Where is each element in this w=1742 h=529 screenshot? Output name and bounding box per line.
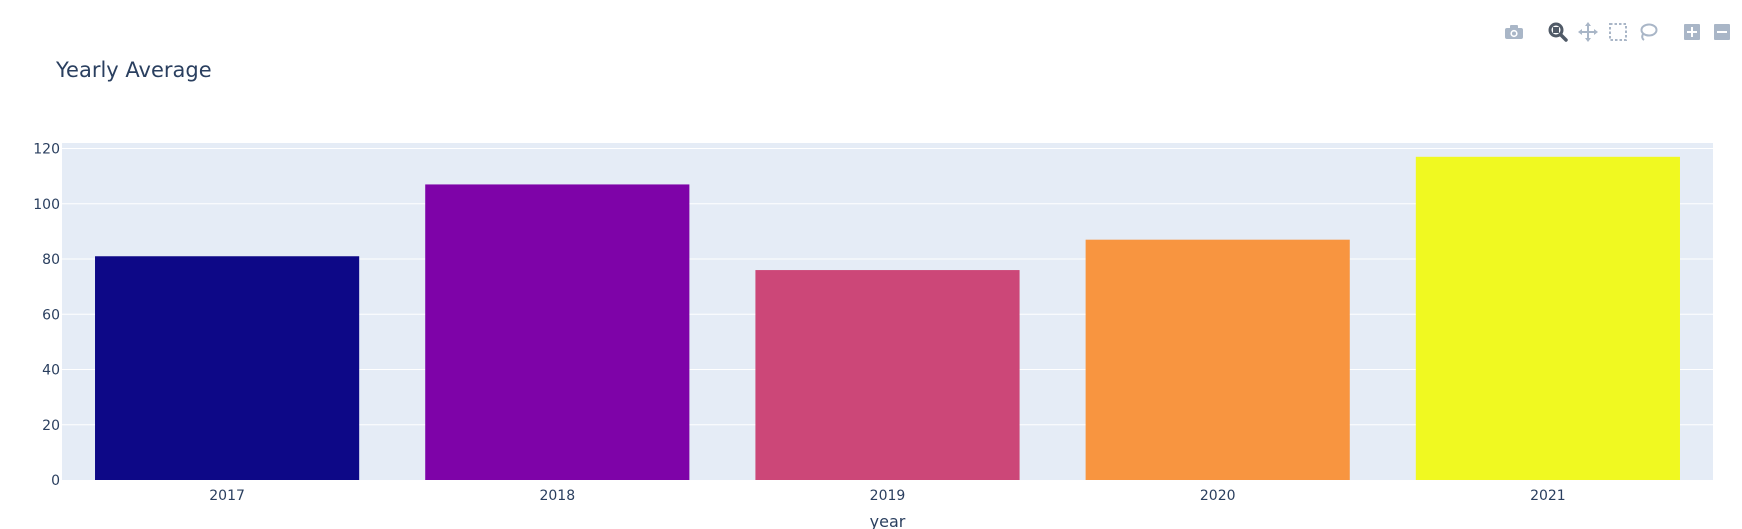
y-tick-label: 20 — [42, 418, 60, 434]
y-tick-label: 0 — [51, 473, 60, 489]
camera-icon[interactable] — [1502, 20, 1526, 44]
x-tick-label: 2020 — [1200, 488, 1236, 504]
zoom-in-icon[interactable] — [1680, 20, 1704, 44]
x-axis-title: year — [870, 512, 906, 529]
y-tick-label: 80 — [42, 252, 60, 268]
y-tick-label: 120 — [33, 142, 60, 158]
y-tick-label: 100 — [33, 197, 60, 213]
y-tick-label: 40 — [42, 363, 60, 379]
bar-2017[interactable] — [95, 256, 360, 480]
lasso-select-icon[interactable] — [1636, 20, 1660, 44]
chart-modebar — [1502, 20, 1734, 44]
bar-2019[interactable] — [755, 270, 1020, 480]
box-select-icon[interactable] — [1606, 20, 1630, 44]
zoom-icon[interactable] — [1546, 20, 1570, 44]
bar-2018[interactable] — [425, 184, 690, 480]
x-tick-label: 2018 — [539, 488, 575, 504]
pan-icon[interactable] — [1576, 20, 1600, 44]
bars — [95, 156, 1680, 481]
y-axis-ticks: 0 20 40 60 80 100 120 — [33, 142, 60, 489]
x-tick-label: 2019 — [870, 488, 906, 504]
chart-title: Yearly Average — [56, 58, 212, 82]
x-tick-label: 2021 — [1530, 488, 1566, 504]
zoom-out-icon[interactable] — [1710, 20, 1734, 44]
bar-2020[interactable] — [1085, 239, 1350, 480]
x-axis-ticks: 2017 2018 2019 2020 2021 — [209, 488, 1565, 504]
bar-2021[interactable] — [1415, 156, 1680, 481]
x-tick-label: 2017 — [209, 488, 245, 504]
y-tick-label: 60 — [42, 307, 60, 323]
